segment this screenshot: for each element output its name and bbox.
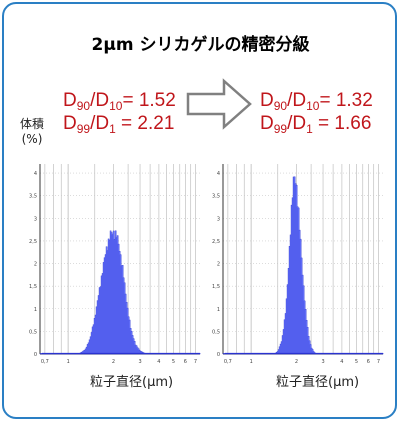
y-tick-label: 4	[217, 171, 220, 177]
y-axis-label-line1: 体積	[20, 117, 45, 131]
x-tick-label: 5	[172, 359, 175, 365]
y-tick-label: 3	[217, 216, 220, 222]
y-tick-label: 1	[217, 307, 220, 313]
arrow-icon	[186, 78, 252, 130]
y-tick-label: 1,5	[29, 284, 37, 290]
y-tick-label: 0,5	[29, 329, 37, 335]
y-tick-label: 0	[34, 352, 37, 358]
y-tick-label: 0,5	[212, 329, 220, 335]
before-d99-d1-value: = 2.21	[115, 113, 175, 134]
y-tick-label: 2	[217, 262, 220, 268]
y-tick-label: 0	[217, 352, 220, 358]
x-tick-label: 6	[367, 359, 370, 365]
x-tick-label: 4	[340, 359, 343, 365]
before-d99-d1: D99/D1 = 2.21	[63, 113, 175, 136]
y-tick-label: 4	[34, 171, 37, 177]
y-tick-label: 3,5	[212, 194, 220, 200]
x-tick-label: 0,7	[224, 359, 232, 365]
x-tick-label: 0,7	[41, 359, 49, 365]
y-tick-label: 1	[34, 307, 37, 313]
y-tick-label: 1,5	[212, 284, 220, 290]
x-tick-label: 7	[377, 359, 380, 365]
y-axis-label-line2: (%)	[21, 132, 43, 146]
x-tick-label: 3	[321, 359, 324, 365]
after-d90-d10-value: = 1.32	[319, 90, 373, 111]
after-d90-d10: D90/D10= 1.32	[260, 90, 373, 113]
x-tick-label: 2	[295, 359, 298, 365]
y-tick-label: 3	[34, 216, 37, 222]
x-tick-label: 7	[194, 359, 197, 365]
x-axis-label-before: 粒子直径(μm)	[90, 375, 174, 390]
x-tick-label: 2	[112, 359, 115, 365]
figure-title: 2μm シリカゲルの精密分級	[91, 35, 310, 55]
x-tick-label: 1	[250, 359, 253, 365]
y-tick-label: 2	[34, 262, 37, 268]
chart-before: 0 0,5 1 1,5 2 2,5 3 3,5 4 0,7 1 2 3 4 5 6 7	[29, 164, 201, 365]
x-tick-label: 4	[157, 359, 160, 365]
before-d90-d10: D90/D10= 1.52	[63, 90, 176, 113]
x-tick-label: 5	[355, 359, 358, 365]
x-axis-label-after: 粒子直径(μm)	[276, 375, 360, 390]
y-axis-label: 体積 (%)	[20, 117, 44, 147]
y-tick-label: 2,5	[212, 239, 220, 245]
x-tick-label: 3	[138, 359, 141, 365]
y-tick-label: 2,5	[29, 239, 37, 245]
before-d90-d10-value: = 1.52	[122, 90, 176, 111]
after-d99-d1: D99/D1 = 1.66	[260, 113, 372, 136]
x-tick-label: 6	[184, 359, 187, 365]
x-tick-label: 1	[67, 359, 70, 365]
chart-after: 0 0,5 1 1,5 2 2,5 3 3,5 4 0,7 1 2 3 4 5 6 7	[212, 164, 384, 365]
y-tick-label: 3,5	[29, 194, 37, 200]
after-d99-d1-value: = 1.66	[312, 113, 372, 134]
